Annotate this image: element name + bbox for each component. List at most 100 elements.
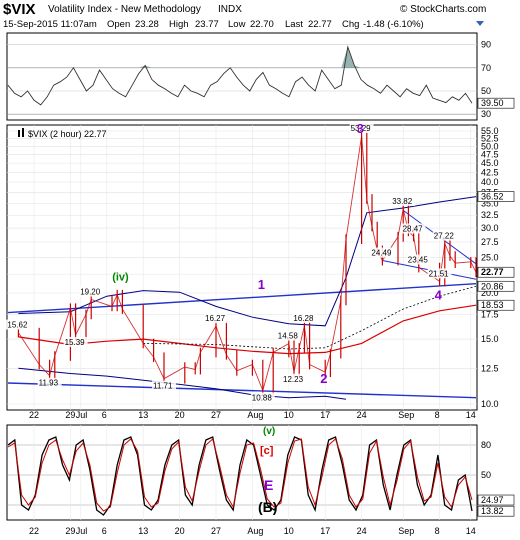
stochastic-wave-label: (B) (258, 499, 277, 515)
price-tick-label: 42.5 (481, 167, 499, 177)
x-tick-label: Sep (398, 526, 414, 536)
open-value: 23.28 (135, 19, 159, 30)
timestamp: 15-Sep-2015 11:07am (3, 19, 97, 30)
annotation-bg (204, 313, 228, 324)
rsi-tick-label: 30 (481, 109, 491, 119)
index-name: Volatility Index - New Methodology (48, 4, 201, 15)
stochastic-end-box (477, 505, 515, 517)
legend-label: $VIX (2 hour) 22.77 (28, 129, 107, 139)
price-annotation: 16.28 (293, 314, 314, 323)
price-annotation: 11.93 (39, 379, 59, 388)
annotation-bg (401, 223, 426, 234)
rsi-tick-label: 50 (481, 86, 491, 96)
price-tick-label: 30.0 (481, 223, 499, 233)
rsi-panel (6, 32, 478, 121)
x-tick-label: Aug (247, 410, 263, 420)
price-tick-label: 52.5 (481, 133, 499, 143)
rsi-line (7, 45, 473, 106)
annotation-bg (37, 377, 62, 388)
stochastic-end-value: 13.82 (481, 506, 504, 516)
sma-dotted-line (143, 285, 477, 350)
annotation-bg (370, 247, 395, 258)
x-tick-label: 14 (466, 526, 476, 536)
annotation-bg (349, 123, 374, 134)
x-tick-label: 6 (102, 526, 107, 536)
price-tick-label: 10.0 (481, 399, 499, 409)
annotation-bg (432, 230, 457, 241)
stochastic-wave-label: [c] (260, 445, 274, 457)
legend-bar-icon (22, 128, 24, 137)
chg-value: -1.48 (-6.10%) (363, 19, 424, 30)
high-value: 23.77 (195, 19, 219, 30)
price-annotation: 14.58 (278, 332, 299, 341)
price-annotation: 15.62 (7, 321, 28, 330)
x-tick-label: Jul (76, 526, 88, 536)
x-tick-label: 8 (435, 526, 440, 536)
price-tick-label: 15.0 (481, 334, 499, 344)
stochastic-line (7, 438, 473, 512)
x-tick-label: Jul (76, 410, 88, 420)
x-tick-label: 20 (175, 526, 185, 536)
x-tick-label: Aug (247, 526, 263, 536)
price-right-label: 20.86 (481, 281, 504, 291)
price-annotation: 15.39 (65, 338, 86, 347)
wave-label: 1 (258, 277, 265, 292)
chevron-down-icon[interactable] (476, 21, 484, 26)
x-tick-label: 17 (320, 410, 330, 420)
price-annotation: 23.45 (408, 256, 429, 265)
x-tick-label: 20 (175, 410, 185, 420)
x-tick-label: 29 (65, 526, 75, 536)
annotation-bg (276, 330, 301, 341)
trendline-upper (7, 283, 477, 314)
price-tick-label: 40.0 (481, 177, 499, 187)
rsi-layer: 30 50 70 90 39.50 (7, 40, 515, 119)
x-tick-label: 13 (138, 410, 148, 420)
x-tick-label: 29 (65, 410, 75, 420)
price-tick-label: 17.5 (481, 309, 499, 319)
annotation-bg (427, 268, 452, 279)
price-right-label: 36.52 (481, 192, 504, 202)
price-tick-label: 50.0 (481, 141, 499, 151)
x-tick-label: 27 (211, 526, 221, 536)
last-value: 22.77 (308, 19, 332, 30)
x-tick-label: 8 (435, 410, 440, 420)
low-label: Low (228, 19, 246, 30)
stochastic-tick-label: 50 (481, 470, 491, 480)
annotation-bg (406, 254, 431, 265)
price-tick-label: 12.5 (481, 363, 499, 373)
rsi-end-value: 39.50 (481, 98, 504, 108)
price-annotation: 19.20 (80, 288, 101, 297)
low-value: 22.70 (250, 19, 274, 30)
price-tick-label: 27.5 (481, 237, 499, 247)
wave-label: 4 (435, 288, 443, 303)
sma-red-line (18, 304, 477, 355)
stochastic-tick-label: 80 (481, 440, 491, 450)
annotation-bg (292, 312, 317, 323)
price-tick-label: 25.0 (481, 252, 499, 262)
rsi-end-box (477, 97, 515, 109)
price-annotation: 16.27 (205, 314, 226, 323)
high-label: High (169, 19, 189, 30)
annotation-bg (79, 286, 104, 297)
chg-label: Chg (342, 19, 359, 30)
price-tick-label: 45.0 (481, 158, 499, 168)
x-tick-label: 17 (320, 526, 330, 536)
stochastic-panel (6, 424, 478, 521)
lower-band (18, 367, 347, 400)
wave-label: (iv) (112, 272, 129, 284)
price-annotation: 24.49 (371, 249, 392, 258)
price-tick-label: 35.0 (481, 198, 499, 208)
annotation-bg (6, 319, 31, 330)
price-right-box (477, 280, 515, 292)
price-annotation: 10.88 (252, 393, 273, 402)
stochastic-end-value: 24.97 (481, 495, 504, 505)
stochastic-wave-label: E (264, 477, 273, 493)
price-right-label: 22.77 (481, 267, 504, 277)
price-panel (6, 124, 478, 411)
stochastic-wave-label: (v) (263, 426, 275, 437)
x-tick-label: 10 (284, 526, 294, 536)
price-annotation: 11.71 (153, 382, 173, 391)
ticker-symbol: $VIX (3, 1, 36, 18)
x-tick-label: 22 (29, 526, 39, 536)
